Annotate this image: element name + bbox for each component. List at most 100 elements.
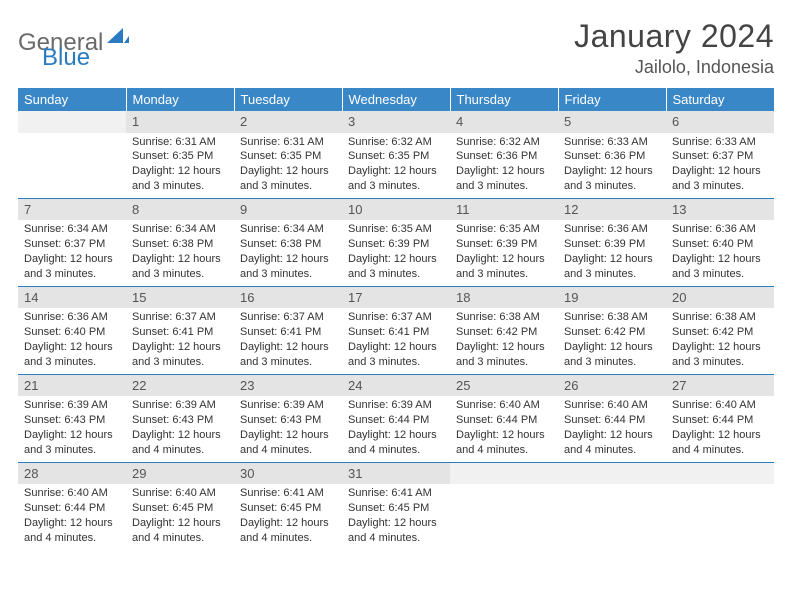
day-info-line: Sunset: 6:45 PM	[132, 501, 228, 516]
calendar-cell: 10Sunrise: 6:35 AMSunset: 6:39 PMDayligh…	[342, 198, 450, 286]
day-info-line: Sunset: 6:36 PM	[564, 149, 660, 164]
day-info-line: Sunset: 6:41 PM	[348, 325, 444, 340]
calendar-cell: 20Sunrise: 6:38 AMSunset: 6:42 PMDayligh…	[666, 286, 774, 374]
day-number: 8	[126, 199, 234, 221]
day-number: 14	[18, 287, 126, 309]
weekday-header: Friday	[558, 88, 666, 111]
day-content: Sunrise: 6:35 AMSunset: 6:39 PMDaylight:…	[342, 220, 450, 285]
day-info-line: Sunset: 6:38 PM	[132, 237, 228, 252]
day-content: Sunrise: 6:39 AMSunset: 6:43 PMDaylight:…	[234, 396, 342, 461]
day-info-line: Daylight: 12 hours and 4 minutes.	[672, 428, 768, 458]
day-number: 12	[558, 199, 666, 221]
day-content: Sunrise: 6:35 AMSunset: 6:39 PMDaylight:…	[450, 220, 558, 285]
weekday-header: Saturday	[666, 88, 774, 111]
day-content: Sunrise: 6:40 AMSunset: 6:44 PMDaylight:…	[450, 396, 558, 461]
calendar-cell: 19Sunrise: 6:38 AMSunset: 6:42 PMDayligh…	[558, 286, 666, 374]
day-info-line: Sunrise: 6:38 AM	[456, 310, 552, 325]
day-info-line: Daylight: 12 hours and 3 minutes.	[564, 252, 660, 282]
day-info-line: Sunset: 6:39 PM	[564, 237, 660, 252]
day-number: 30	[234, 463, 342, 485]
day-info-line: Daylight: 12 hours and 3 minutes.	[132, 252, 228, 282]
day-info-line: Sunset: 6:37 PM	[672, 149, 768, 164]
day-info-line: Daylight: 12 hours and 4 minutes.	[132, 516, 228, 546]
calendar-cell: 15Sunrise: 6:37 AMSunset: 6:41 PMDayligh…	[126, 286, 234, 374]
day-number: 21	[18, 375, 126, 397]
calendar-cell: 22Sunrise: 6:39 AMSunset: 6:43 PMDayligh…	[126, 374, 234, 462]
day-content: Sunrise: 6:39 AMSunset: 6:43 PMDaylight:…	[126, 396, 234, 461]
day-info-line: Sunrise: 6:39 AM	[24, 398, 120, 413]
calendar-cell: 8Sunrise: 6:34 AMSunset: 6:38 PMDaylight…	[126, 198, 234, 286]
day-info-line: Sunrise: 6:34 AM	[132, 222, 228, 237]
day-info-line: Daylight: 12 hours and 4 minutes.	[456, 428, 552, 458]
day-info-line: Daylight: 12 hours and 3 minutes.	[240, 164, 336, 194]
day-info-line: Daylight: 12 hours and 3 minutes.	[24, 428, 120, 458]
day-info-line: Sunrise: 6:40 AM	[672, 398, 768, 413]
day-info-line: Daylight: 12 hours and 3 minutes.	[672, 252, 768, 282]
day-number: 16	[234, 287, 342, 309]
day-number: 5	[558, 111, 666, 133]
day-number: 2	[234, 111, 342, 133]
day-content: Sunrise: 6:37 AMSunset: 6:41 PMDaylight:…	[234, 308, 342, 373]
day-content: Sunrise: 6:34 AMSunset: 6:37 PMDaylight:…	[18, 220, 126, 285]
day-content: Sunrise: 6:34 AMSunset: 6:38 PMDaylight:…	[126, 220, 234, 285]
day-info-line: Sunset: 6:41 PM	[240, 325, 336, 340]
day-info-line: Daylight: 12 hours and 3 minutes.	[132, 164, 228, 194]
day-content: Sunrise: 6:38 AMSunset: 6:42 PMDaylight:…	[666, 308, 774, 373]
day-number: 9	[234, 199, 342, 221]
calendar-cell: 2Sunrise: 6:31 AMSunset: 6:35 PMDaylight…	[234, 111, 342, 198]
calendar-cell: 3Sunrise: 6:32 AMSunset: 6:35 PMDaylight…	[342, 111, 450, 198]
day-content: Sunrise: 6:38 AMSunset: 6:42 PMDaylight:…	[558, 308, 666, 373]
weekday-header: Tuesday	[234, 88, 342, 111]
day-info-line: Sunrise: 6:41 AM	[348, 486, 444, 501]
calendar-cell	[666, 462, 774, 549]
logo-text-blue: Blue	[42, 44, 90, 71]
calendar-cell	[450, 462, 558, 549]
day-info-line: Daylight: 12 hours and 3 minutes.	[456, 164, 552, 194]
day-number: 1	[126, 111, 234, 133]
day-info-line: Sunrise: 6:32 AM	[348, 135, 444, 150]
day-info-line: Daylight: 12 hours and 3 minutes.	[24, 340, 120, 370]
day-info-line: Sunset: 6:35 PM	[348, 149, 444, 164]
day-info-line: Sunrise: 6:36 AM	[24, 310, 120, 325]
day-info-line: Sunrise: 6:33 AM	[564, 135, 660, 150]
day-info-line: Daylight: 12 hours and 3 minutes.	[564, 340, 660, 370]
day-number: 28	[18, 463, 126, 485]
day-info-line: Sunrise: 6:34 AM	[240, 222, 336, 237]
day-info-line: Sunrise: 6:38 AM	[672, 310, 768, 325]
day-content: Sunrise: 6:41 AMSunset: 6:45 PMDaylight:…	[342, 484, 450, 549]
day-number: 25	[450, 375, 558, 397]
day-info-line: Sunrise: 6:33 AM	[672, 135, 768, 150]
calendar-cell: 26Sunrise: 6:40 AMSunset: 6:44 PMDayligh…	[558, 374, 666, 462]
day-info-line: Sunset: 6:44 PM	[672, 413, 768, 428]
day-content: Sunrise: 6:38 AMSunset: 6:42 PMDaylight:…	[450, 308, 558, 373]
weekday-header: Monday	[126, 88, 234, 111]
day-info-line: Sunrise: 6:41 AM	[240, 486, 336, 501]
day-info-line: Sunset: 6:39 PM	[456, 237, 552, 252]
calendar-week-row: 21Sunrise: 6:39 AMSunset: 6:43 PMDayligh…	[18, 374, 774, 462]
day-number: 27	[666, 375, 774, 397]
day-number: 15	[126, 287, 234, 309]
day-info-line: Sunrise: 6:40 AM	[564, 398, 660, 413]
day-info-line: Daylight: 12 hours and 3 minutes.	[240, 252, 336, 282]
day-info-line: Sunset: 6:42 PM	[672, 325, 768, 340]
day-content: Sunrise: 6:39 AMSunset: 6:43 PMDaylight:…	[18, 396, 126, 461]
day-info-line: Daylight: 12 hours and 3 minutes.	[672, 340, 768, 370]
day-info-line: Sunset: 6:44 PM	[456, 413, 552, 428]
calendar-cell: 16Sunrise: 6:37 AMSunset: 6:41 PMDayligh…	[234, 286, 342, 374]
day-info-line: Daylight: 12 hours and 4 minutes.	[348, 516, 444, 546]
day-number	[450, 463, 558, 485]
day-number: 6	[666, 111, 774, 133]
calendar-cell: 21Sunrise: 6:39 AMSunset: 6:43 PMDayligh…	[18, 374, 126, 462]
day-content: Sunrise: 6:34 AMSunset: 6:38 PMDaylight:…	[234, 220, 342, 285]
day-info-line: Daylight: 12 hours and 3 minutes.	[240, 340, 336, 370]
calendar-cell: 25Sunrise: 6:40 AMSunset: 6:44 PMDayligh…	[450, 374, 558, 462]
calendar-cell: 24Sunrise: 6:39 AMSunset: 6:44 PMDayligh…	[342, 374, 450, 462]
day-info-line: Daylight: 12 hours and 3 minutes.	[672, 164, 768, 194]
day-content: Sunrise: 6:31 AMSunset: 6:35 PMDaylight:…	[234, 133, 342, 198]
day-info-line: Sunset: 6:40 PM	[672, 237, 768, 252]
day-content: Sunrise: 6:37 AMSunset: 6:41 PMDaylight:…	[126, 308, 234, 373]
calendar-cell: 17Sunrise: 6:37 AMSunset: 6:41 PMDayligh…	[342, 286, 450, 374]
day-number	[666, 463, 774, 485]
day-number: 7	[18, 199, 126, 221]
title-block: January 2024 Jailolo, Indonesia	[574, 18, 774, 78]
